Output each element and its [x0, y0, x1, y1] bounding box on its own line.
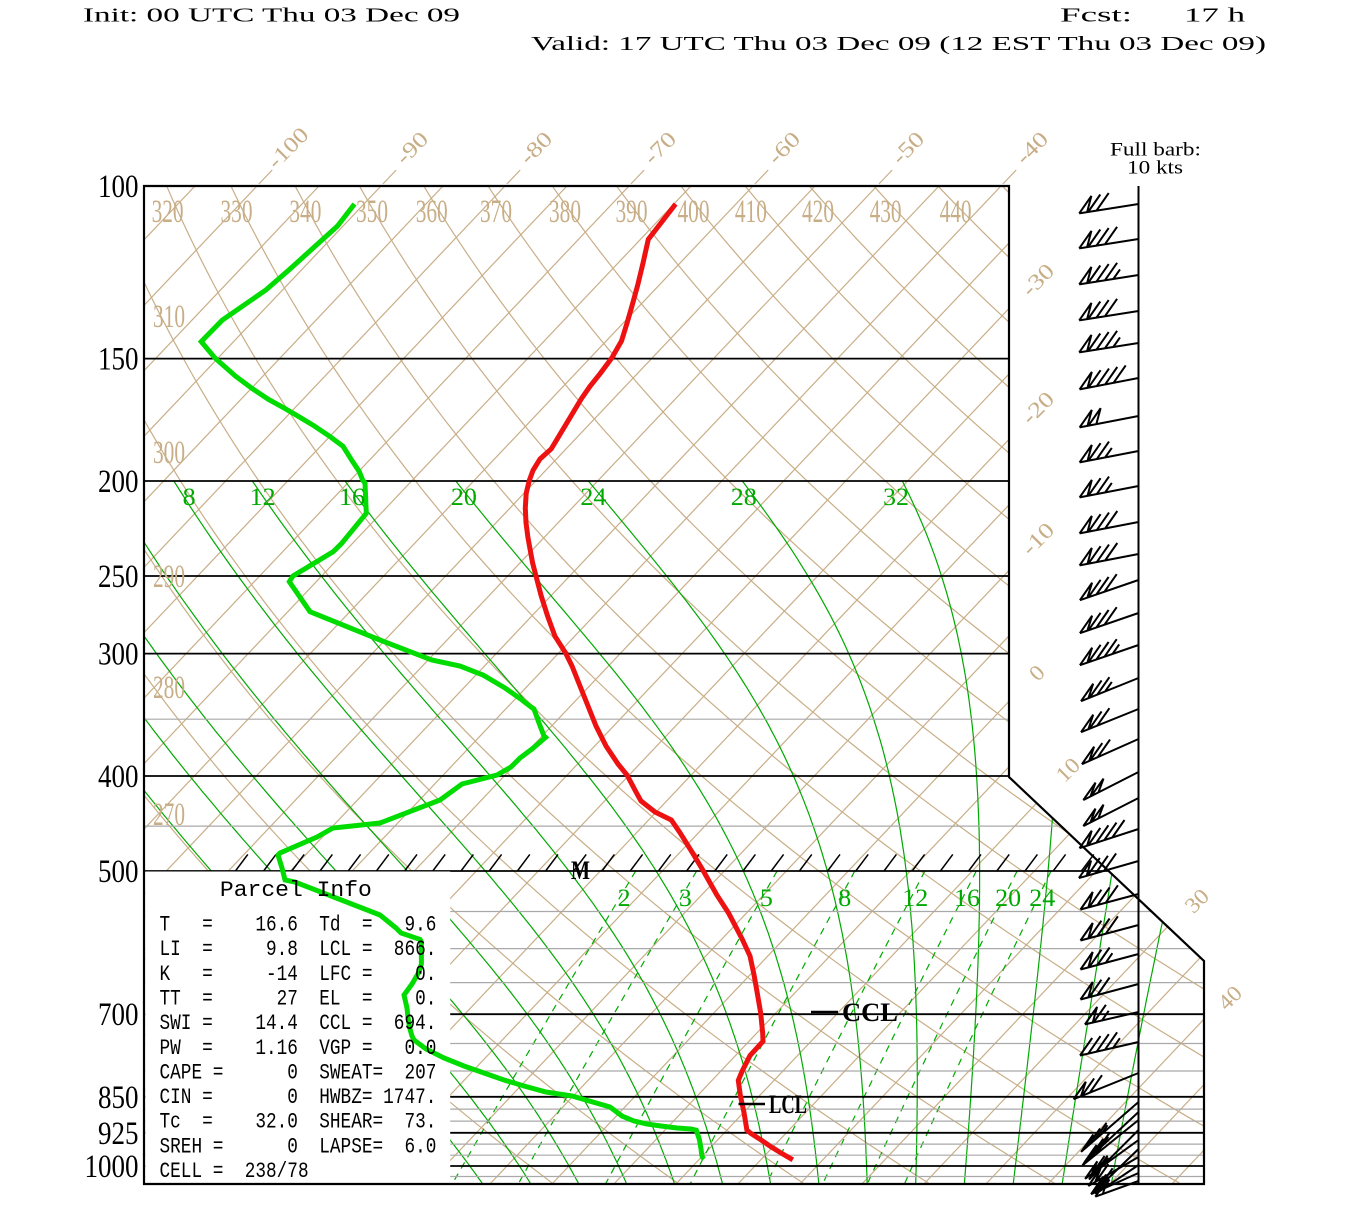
svg-text:24: 24 [580, 484, 607, 511]
svg-text:16: 16 [954, 885, 980, 912]
svg-text:420: 420 [802, 194, 834, 230]
svg-text:300: 300 [98, 637, 139, 673]
svg-text:500: 500 [98, 854, 139, 890]
svg-text:T = 16.6 Td = 9.6: T = 16.6 Td = 9.6 [160, 913, 437, 938]
svg-text:CAPE = 0 SWEAT= 207: CAPE = 0 SWEAT= 207 [160, 1060, 437, 1085]
svg-text:24: 24 [1029, 885, 1056, 912]
svg-text:350: 350 [356, 194, 388, 230]
svg-text:LCL: LCL [769, 1090, 807, 1119]
svg-text:20: 20 [451, 484, 477, 511]
svg-text:CCL: CCL [842, 998, 898, 1027]
svg-text:8: 8 [183, 484, 196, 511]
svg-text:PW = 1.16 VGP = 0.0: PW = 1.16 VGP = 0.0 [160, 1036, 437, 1061]
svg-text:440: 440 [940, 194, 972, 230]
svg-text:TT = 27 EL = 0.: TT = 27 EL = 0. [160, 986, 437, 1011]
svg-text:200: 200 [98, 464, 139, 500]
svg-text:370: 370 [480, 194, 512, 230]
svg-text:410: 410 [735, 194, 767, 230]
svg-text:SREH = 0 LAPSE= 6.0: SREH = 0 LAPSE= 6.0 [160, 1134, 437, 1159]
svg-text:700: 700 [98, 997, 139, 1033]
svg-text:10 kts: 10 kts [1127, 158, 1183, 179]
svg-text:12: 12 [902, 885, 928, 912]
svg-text:290: 290 [153, 559, 185, 595]
svg-text:300: 300 [153, 435, 185, 471]
svg-text:925: 925 [98, 1116, 139, 1152]
svg-text:400: 400 [678, 194, 710, 230]
svg-text:380: 380 [549, 194, 581, 230]
svg-text:12: 12 [250, 484, 276, 511]
svg-text:16: 16 [339, 484, 365, 511]
svg-text:20: 20 [995, 885, 1021, 912]
svg-text:CIN = 0 HWBZ= 1747.: CIN = 0 HWBZ= 1747. [160, 1085, 437, 1110]
svg-text:430: 430 [870, 194, 902, 230]
svg-text:Init: 00 UTC Thu 03 Dec 09: Init: 00 UTC Thu 03 Dec 09 [83, 5, 460, 27]
svg-text:280: 280 [153, 670, 185, 706]
svg-text:360: 360 [416, 194, 448, 230]
svg-text:390: 390 [616, 194, 648, 230]
svg-text:150: 150 [98, 342, 139, 378]
svg-text:1000: 1000 [85, 1149, 139, 1185]
svg-text:8: 8 [838, 885, 851, 912]
svg-text:LI = 9.8 LCL = 866.: LI = 9.8 LCL = 866. [160, 937, 437, 962]
svg-text:SWI = 14.4 CCL = 694.: SWI = 14.4 CCL = 694. [160, 1011, 437, 1036]
svg-text:Valid: 17 UTC Thu 03 Dec 09 (1: Valid: 17 UTC Thu 03 Dec 09 (12 EST Thu … [531, 33, 1266, 55]
svg-text:850: 850 [98, 1080, 139, 1116]
svg-text:Fcst:: Fcst: [1060, 5, 1132, 27]
svg-text:340: 340 [289, 194, 321, 230]
svg-text:28: 28 [731, 484, 757, 511]
svg-text:Parcel Info: Parcel Info [220, 878, 372, 903]
svg-text:320: 320 [152, 194, 184, 230]
svg-text:2: 2 [618, 885, 631, 912]
svg-text:310: 310 [153, 299, 185, 335]
svg-text:250: 250 [98, 559, 139, 595]
svg-text:CELL = 238/78: CELL = 238/78 [160, 1159, 309, 1184]
svg-text:5: 5 [760, 885, 773, 912]
svg-text:32: 32 [883, 484, 909, 511]
svg-text:Full barb:: Full barb: [1110, 140, 1201, 161]
svg-text:330: 330 [221, 194, 253, 230]
svg-text:3: 3 [679, 885, 692, 912]
svg-text:400: 400 [98, 759, 139, 795]
svg-text:Tc = 32.0 SHEAR= 73.: Tc = 32.0 SHEAR= 73. [160, 1110, 437, 1135]
svg-text:100: 100 [98, 169, 139, 205]
svg-text:K = -14 LFC = 0.: K = -14 LFC = 0. [160, 962, 437, 987]
svg-text:M: M [571, 856, 590, 885]
svg-text:270: 270 [153, 797, 185, 833]
svg-text:17 h: 17 h [1184, 5, 1245, 27]
